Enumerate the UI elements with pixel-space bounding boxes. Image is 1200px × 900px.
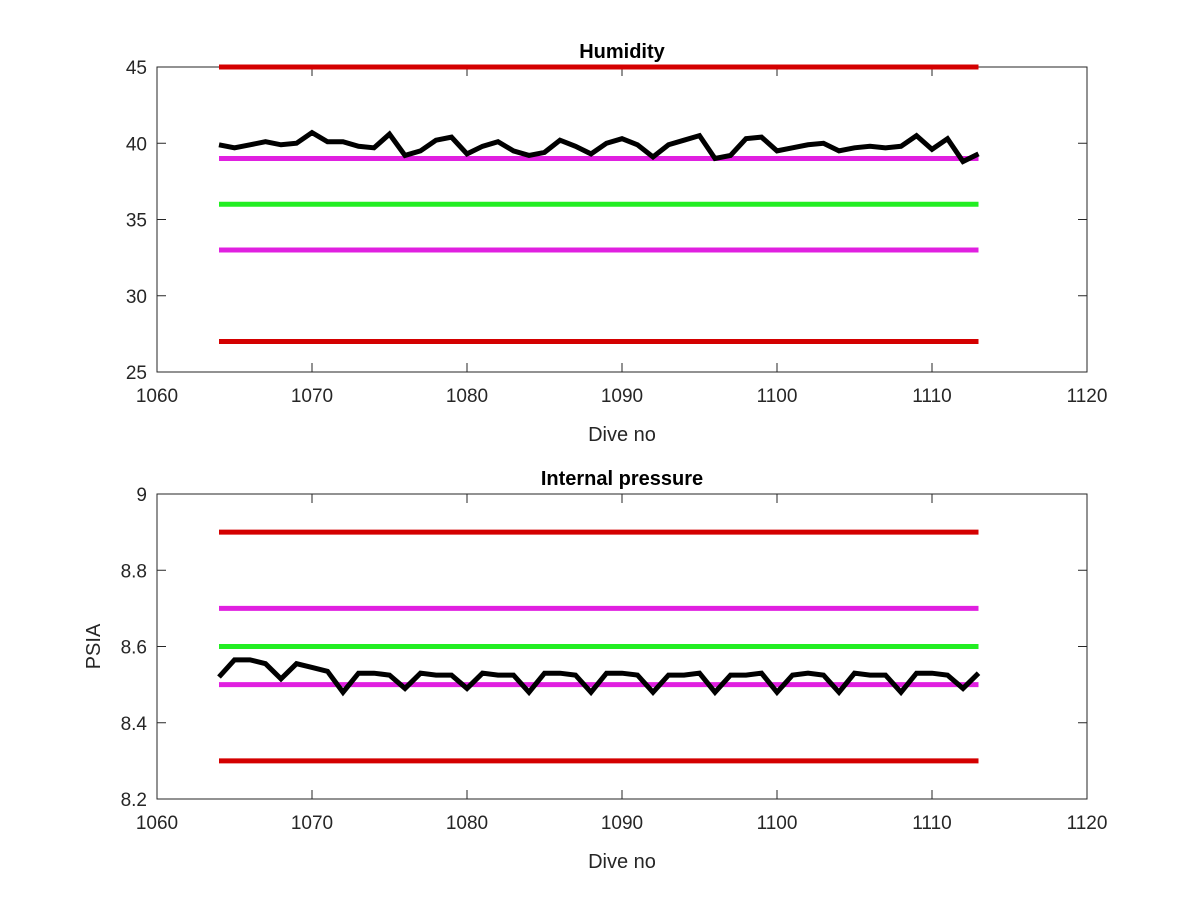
series-line-1 (217, 657, 981, 697)
x-tick-label: 1120 (1067, 386, 1108, 407)
y-axis-label: PSIA (83, 623, 105, 669)
y-tick-label: 30 (126, 287, 147, 308)
x-tick-label: 1100 (757, 813, 798, 834)
chart-2: 1060 1070 1080 1090 1100 1110 1120 8.2 8.4 8.6 8.8… (83, 468, 1107, 873)
x-tick-label: 1110 (912, 386, 951, 407)
x-tick-label: 1090 (601, 386, 643, 407)
y-tick-label: 8.2 (121, 790, 147, 811)
y-tick-label: 9 (136, 485, 147, 506)
x-tick-label: 1080 (446, 386, 488, 407)
y-tick-label: 45 (126, 58, 147, 79)
y-tick-label: 35 (126, 211, 147, 232)
plot-frame (156, 66, 1088, 373)
chart-title: Internal pressure (541, 468, 703, 490)
x-axis-label: Dive no (588, 424, 656, 446)
x-tick-label: 1060 (136, 813, 178, 834)
x-tick-label: 1120 (1067, 813, 1108, 834)
chart-title: Humidity (579, 41, 665, 63)
series-line-1 (218, 129, 980, 165)
x-axis-label: Dive no (588, 851, 656, 873)
chart-1: 1060 1070 1080 1090 1100 1110 1120 25 30 35 40 45 Hu… (126, 41, 1108, 446)
y-tick-label: 40 (126, 134, 147, 155)
x-tick-label: 1060 (136, 386, 178, 407)
y-tick-label: 8.8 (121, 561, 147, 582)
x-tick-label: 1110 (912, 813, 951, 834)
y-tick-label: 8.6 (121, 638, 147, 659)
y-tick-label: 8.4 (121, 714, 148, 735)
x-tick-label: 1090 (601, 813, 643, 834)
y-tick-label: 25 (126, 363, 147, 384)
x-tick-label: 1070 (291, 386, 333, 407)
x-tick-label: 1070 (291, 813, 333, 834)
x-tick-label: 1100 (757, 386, 798, 407)
x-tick-label: 1080 (446, 813, 488, 834)
